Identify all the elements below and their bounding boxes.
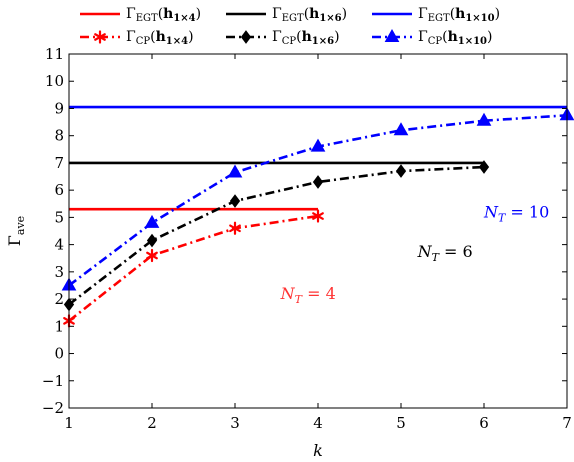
legend-label: ΓCP(h1×4)	[126, 29, 194, 47]
legend-label: ΓCP(h1×6)	[272, 29, 340, 47]
annotation-n-t-6: NT = 6	[417, 242, 473, 264]
data-point-cp-h-1-4	[229, 221, 241, 235]
legend-label: ΓEGT(h1×10)	[418, 6, 500, 24]
legend-label: ΓEGT(h1×6)	[272, 6, 347, 24]
x-tick-label: 1	[64, 414, 74, 432]
data-point-cp-h-1-4	[146, 248, 158, 263]
markers	[61, 107, 574, 328]
data-point-cp-h-1-6	[146, 233, 158, 248]
axis-ticks: 1 2 3 4 5 6 7 −2 −1 0 1 2 3 4 5 6 7 8 9 10 11	[42, 45, 572, 432]
legend-marker	[384, 28, 400, 42]
legend-marker	[240, 30, 252, 44]
y-tick-label: 4	[54, 236, 64, 254]
legend: ΓEGT(h1×4) ΓEGT(h1×6) ΓEGT(h1×10) ΓCP(h1×4)…	[80, 6, 500, 47]
series-line-cp-h-1-4	[68, 214, 319, 322]
legend-label: ΓCP(h1×10)	[418, 29, 493, 47]
x-tick-label: 3	[230, 414, 240, 432]
x-tick-label: 7	[562, 414, 572, 432]
y-tick-label: 9	[54, 99, 64, 117]
axis-titles: k Γave	[5, 216, 323, 460]
legend-marker	[94, 30, 106, 44]
legend-entry-egt-h-1-4: ΓEGT(h1×4)	[80, 6, 201, 24]
data-point-cp-h-1-10	[476, 112, 492, 126]
y-tick-label: −1	[42, 372, 64, 390]
legend-label: ΓEGT(h1×4)	[126, 6, 201, 24]
data-point-cp-h-1-6	[478, 160, 490, 174]
legend-entry-cp-h-1-6: ΓCP(h1×6)	[226, 29, 340, 47]
data-point-cp-h-1-6	[229, 194, 241, 208]
y-axis-title: Γave	[5, 216, 27, 246]
data-point-cp-h-1-6	[312, 175, 324, 189]
x-tick-label: 5	[396, 414, 406, 432]
y-tick-label: 3	[54, 263, 64, 281]
y-tick-label: 11	[45, 45, 64, 63]
x-axis-title: k	[313, 441, 323, 460]
data-point-cp-h-1-10	[393, 122, 409, 136]
y-tick-label: −2	[42, 399, 64, 417]
legend-entry-cp-h-1-4: ΓCP(h1×4)	[80, 29, 194, 47]
legend-entry-egt-h-1-10: ΓEGT(h1×10)	[372, 6, 500, 24]
data-point-cp-h-1-10	[144, 214, 160, 228]
y-tick-label: 6	[54, 181, 64, 199]
y-tick-label: 5	[54, 208, 64, 226]
annotations: NT = 4 NT = 6 NT = 10	[280, 202, 550, 306]
legend-entry-egt-h-1-6: ΓEGT(h1×6)	[226, 6, 347, 24]
legend-entry-cp-h-1-10: ΓCP(h1×10)	[372, 28, 493, 47]
data-point-cp-h-1-10	[227, 164, 243, 178]
x-tick-label: 2	[147, 414, 157, 432]
x-tick-label: 6	[479, 414, 489, 432]
annotation-n-t-4: NT = 4	[280, 284, 336, 306]
y-tick-label: 7	[54, 154, 64, 172]
y-tick-label: 0	[54, 345, 64, 363]
series-line-cp-h-1-6	[68, 165, 485, 306]
annotation-n-t-10: NT = 10	[483, 202, 549, 224]
data-point-cp-h-1-10	[310, 138, 326, 152]
y-tick-label: 2	[54, 290, 64, 308]
data-point-cp-h-1-4	[312, 209, 324, 223]
data-point-cp-h-1-6	[395, 164, 407, 178]
y-tick-label: 8	[54, 127, 64, 145]
y-tick-label: 10	[45, 72, 64, 90]
x-tick-label: 4	[313, 414, 323, 432]
y-tick-label: 1	[54, 317, 64, 335]
